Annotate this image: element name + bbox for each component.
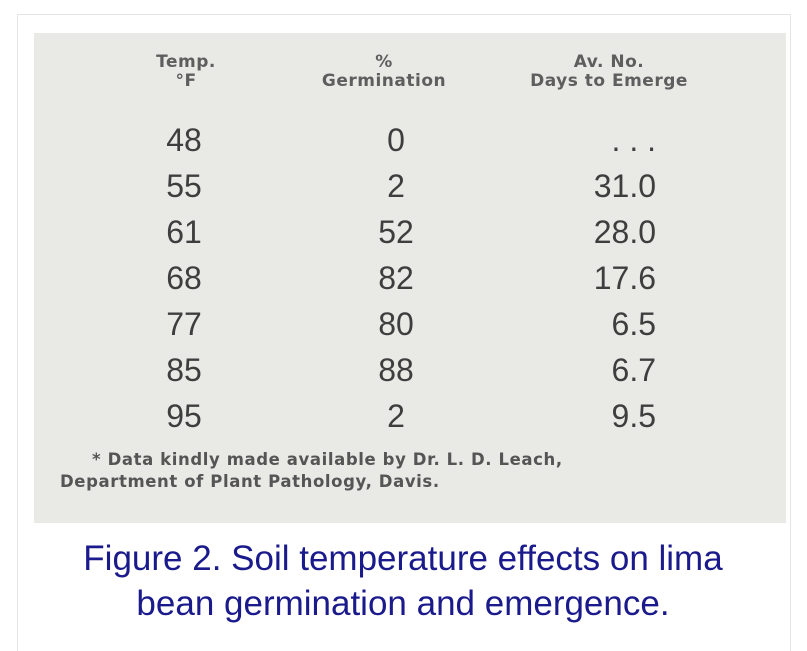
header-germination-line1: % xyxy=(375,52,393,72)
cell-germination: 0 xyxy=(387,122,405,158)
header-days-line2: Days to Emerge xyxy=(530,71,688,91)
cell-germination: 52 xyxy=(378,214,414,250)
cell-temperature: 48 xyxy=(166,122,202,158)
table-row: 77 80 6.5 xyxy=(34,301,786,347)
cell-days: 28.0 xyxy=(593,214,656,250)
table-row: 55 2 31.0 xyxy=(34,163,786,209)
cell-days: 9.5 xyxy=(611,398,656,434)
cell-germination: 88 xyxy=(378,352,414,388)
footnote-line2: Department of Plant Pathology, Davis. xyxy=(60,472,440,491)
cell-temperature: 68 xyxy=(166,260,202,296)
cell-days: . . . xyxy=(611,122,656,158)
header-germination: % Germination xyxy=(304,53,464,91)
cell-days: 17.6 xyxy=(593,260,656,296)
figure-caption: Figure 2. Soil temperature effects on li… xyxy=(17,536,789,626)
header-days-to-emerge: Av. No. Days to Emerge xyxy=(509,53,709,91)
cell-days: 6.7 xyxy=(611,352,656,388)
header-days-line1: Av. No. xyxy=(573,52,645,72)
cell-germination: 80 xyxy=(378,306,414,342)
scanned-table-image: Temp. °F % Germination Av. No. Days to E… xyxy=(34,33,786,523)
header-germination-line2: Germination xyxy=(321,71,447,91)
cell-days: 6.5 xyxy=(611,306,656,342)
cell-temperature: 95 xyxy=(166,398,202,434)
cell-temperature: 85 xyxy=(166,352,202,388)
footnote-line1: * Data kindly made available by Dr. L. D… xyxy=(92,450,563,469)
cell-germination: 82 xyxy=(378,260,414,296)
cell-temperature: 55 xyxy=(166,168,202,204)
cell-temperature: 77 xyxy=(166,306,202,342)
table-footnote: * Data kindly made available by Dr. L. D… xyxy=(60,449,780,493)
caption-line1: Figure 2. Soil temperature effects on li… xyxy=(83,539,723,578)
header-temperature-line1: Temp. xyxy=(156,52,216,72)
header-temperature: Temp. °F xyxy=(146,53,226,91)
cell-days: 31.0 xyxy=(593,168,656,204)
table-row: 85 88 6.7 xyxy=(34,347,786,393)
table-row: 61 52 28.0 xyxy=(34,209,786,255)
table-row: 95 2 9.5 xyxy=(34,393,786,439)
cell-temperature: 61 xyxy=(166,214,202,250)
cell-germination: 2 xyxy=(387,398,405,434)
header-temperature-line2: °F xyxy=(175,71,197,91)
cell-germination: 2 xyxy=(387,168,405,204)
table-row: 48 0 . . . xyxy=(34,117,786,163)
caption-line2: bean germination and emergence. xyxy=(136,584,670,623)
table-row: 68 82 17.6 xyxy=(34,255,786,301)
